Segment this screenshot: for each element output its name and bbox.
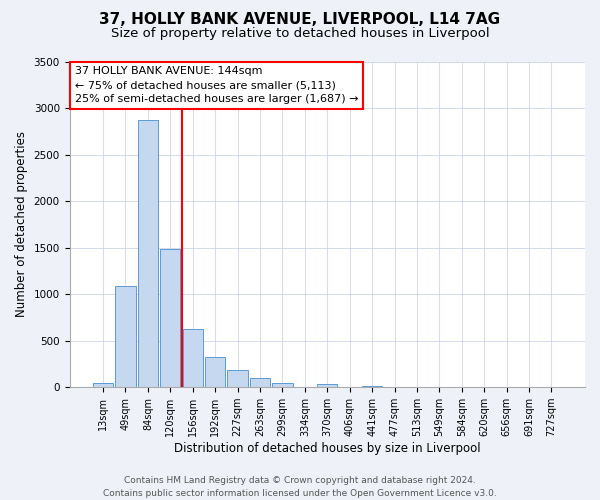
Text: 37 HOLLY BANK AVENUE: 144sqm
← 75% of detached houses are smaller (5,113)
25% of: 37 HOLLY BANK AVENUE: 144sqm ← 75% of de… (74, 66, 358, 104)
Text: 37, HOLLY BANK AVENUE, LIVERPOOL, L14 7AG: 37, HOLLY BANK AVENUE, LIVERPOOL, L14 7A… (100, 12, 500, 28)
Text: Contains HM Land Registry data © Crown copyright and database right 2024.
Contai: Contains HM Land Registry data © Crown c… (103, 476, 497, 498)
Text: Size of property relative to detached houses in Liverpool: Size of property relative to detached ho… (110, 28, 490, 40)
Bar (227, 370, 248, 387)
Bar (362, 386, 382, 387)
Bar (317, 384, 337, 387)
Bar (205, 356, 225, 387)
Bar (115, 286, 136, 387)
Bar (160, 250, 181, 387)
X-axis label: Distribution of detached houses by size in Liverpool: Distribution of detached houses by size … (174, 442, 481, 455)
Bar (138, 120, 158, 387)
Y-axis label: Number of detached properties: Number of detached properties (15, 132, 28, 318)
Bar (182, 328, 203, 387)
Bar (272, 382, 293, 387)
Bar (250, 378, 270, 387)
Bar (93, 384, 113, 387)
